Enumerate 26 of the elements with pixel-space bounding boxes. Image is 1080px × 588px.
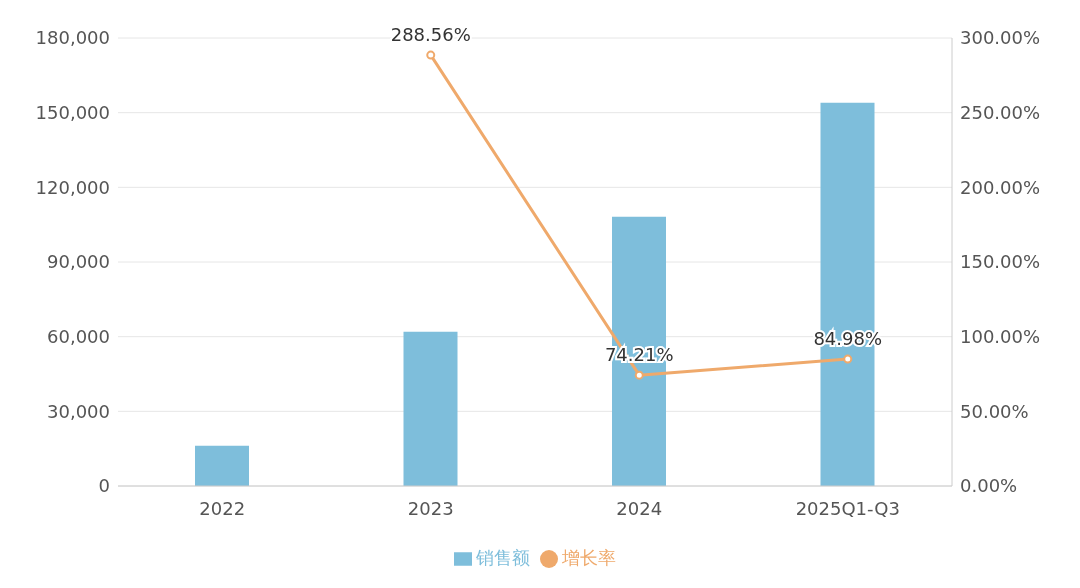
y2-tick-label: 50.00% (960, 400, 1029, 422)
y-tick-label: 30,000 (47, 400, 110, 422)
legend-label: 销售额 (476, 547, 530, 568)
legend-label: 增长率 (562, 547, 616, 568)
bar (403, 331, 458, 486)
x-tick-label: 2025Q1-Q3 (795, 497, 900, 519)
point (426, 50, 436, 60)
y-tick-label: 120,000 (35, 176, 110, 198)
y2-tick-label: 250.00% (960, 102, 1041, 124)
bar (195, 445, 249, 486)
y2-tick-label: 150.00% (960, 251, 1041, 273)
x-tick-label: 2023 (407, 497, 454, 519)
y-tick-label: 180,000 (35, 27, 110, 49)
y2-tick-label: 0.00% (960, 475, 1018, 497)
point (843, 354, 853, 364)
y-tick-label: 60,000 (47, 326, 110, 348)
x-tick-label: 2022 (199, 497, 246, 519)
x-tick-label: 2024 (616, 497, 663, 519)
y2-tick-label: 200.00% (960, 176, 1041, 198)
point (634, 370, 644, 380)
y2-tick-label: 100.00% (960, 326, 1041, 348)
y2-tick-label: 300.00% (960, 27, 1041, 49)
y-tick-label: 150,000 (35, 102, 110, 124)
data-label: 288.56% (390, 24, 471, 46)
y-tick-label: 0 (98, 475, 110, 497)
y-tick-label: 90,000 (47, 251, 110, 273)
